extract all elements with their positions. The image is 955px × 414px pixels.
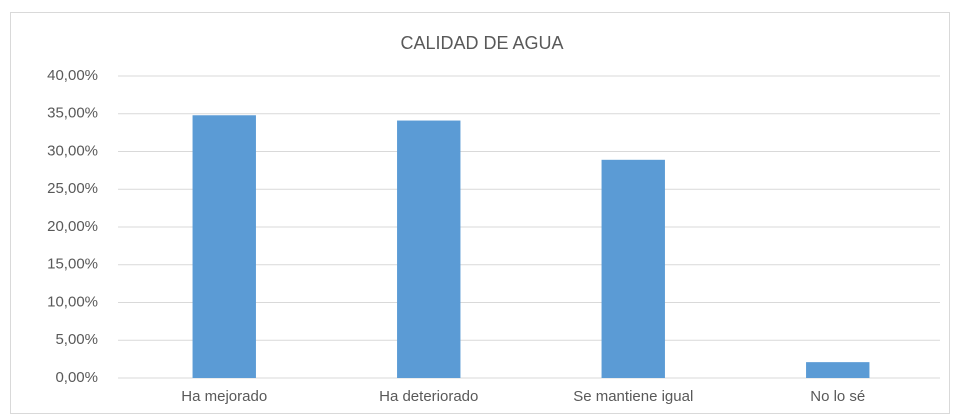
- bar: [192, 115, 256, 378]
- bar: [601, 159, 665, 378]
- y-tick-label: 5,00%: [55, 331, 98, 348]
- chart-border: [10, 12, 950, 414]
- y-tick-label: 20,00%: [47, 218, 98, 235]
- bar: [397, 120, 461, 379]
- y-tick-label: 40,00%: [47, 67, 98, 84]
- y-tick-label: 30,00%: [47, 142, 98, 159]
- x-tick-label: Ha mejorado: [181, 388, 267, 405]
- y-tick-label: 10,00%: [47, 293, 98, 310]
- chart-title: CALIDAD DE AGUA: [400, 33, 563, 53]
- bar: [806, 362, 870, 378]
- y-tick-label: 15,00%: [47, 256, 98, 273]
- x-tick-label: Se mantiene igual: [573, 388, 693, 405]
- x-tick-label: No lo sé: [810, 388, 865, 405]
- y-tick-label: 35,00%: [47, 105, 98, 122]
- x-tick-label: Ha deteriorado: [379, 388, 478, 405]
- y-tick-label: 25,00%: [47, 180, 98, 197]
- y-tick-label: 0,00%: [55, 369, 98, 386]
